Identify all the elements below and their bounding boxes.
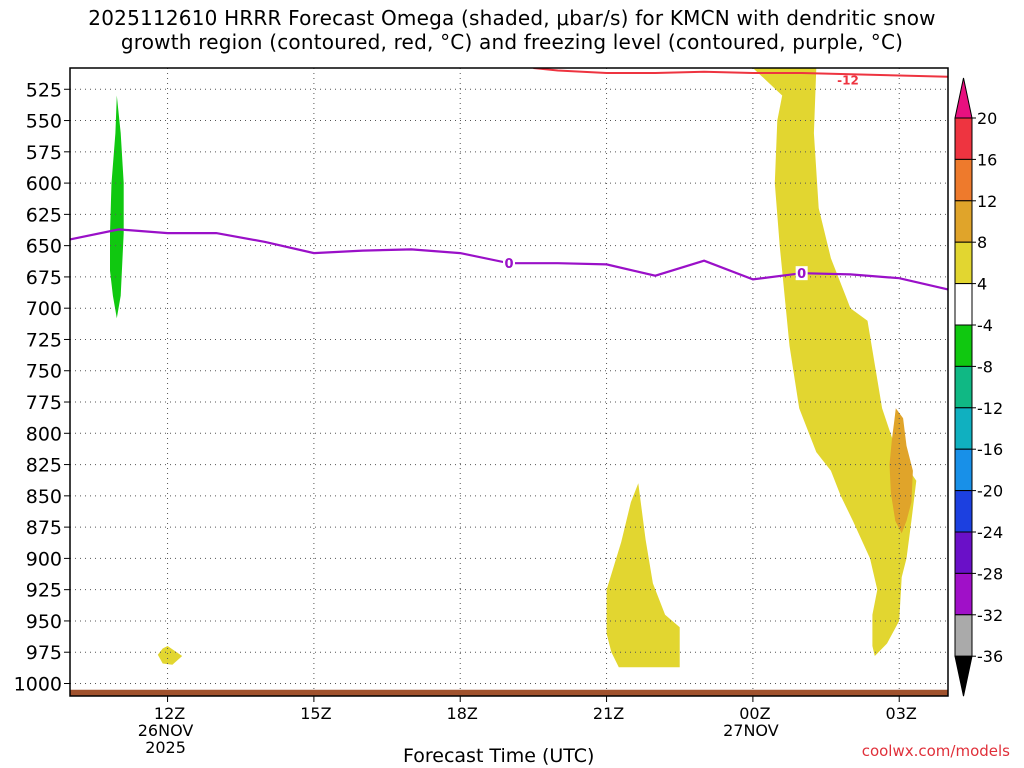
y-tick-label: 700 — [26, 298, 62, 320]
colorbar-label: 20 — [977, 109, 997, 128]
colorbar-segment — [954, 365, 973, 409]
colorbar-label: 4 — [977, 275, 987, 294]
y-tick-label: 950 — [26, 611, 62, 633]
title-line-2: growth region (contoured, red, °C) and f… — [120, 30, 904, 54]
y-tick-label: 725 — [26, 329, 62, 351]
title-line-1: 2025112610 HRRR Forecast Omega (shaded, … — [88, 6, 936, 30]
y-tick-label: 800 — [26, 423, 62, 445]
freezing-label-bg — [503, 256, 515, 271]
y-tick-label: 675 — [26, 267, 62, 289]
x-tick-label: 03Z — [886, 704, 917, 723]
y-tick-label: 550 — [26, 111, 62, 133]
plot-frame — [69, 67, 949, 697]
y-tick-label: 925 — [26, 580, 62, 602]
colorbar-label: -8 — [977, 357, 993, 376]
omega-region-rising-main — [752, 68, 917, 656]
omega-region-rising-core — [889, 408, 913, 534]
y-tick-label: 750 — [26, 361, 62, 383]
colorbar-segment — [954, 490, 973, 533]
colorbar-label: -16 — [977, 440, 1003, 459]
colorbar-segment — [954, 531, 973, 574]
freezing-level-label: 0 — [504, 257, 513, 272]
colorbar-segment — [954, 200, 973, 243]
x-axis-title: Forecast Time (UTC) — [403, 745, 595, 767]
y-tick-label: 775 — [26, 392, 62, 414]
x-tick-label: 00Z — [739, 704, 770, 723]
y-tick-label: 525 — [26, 79, 62, 101]
y-tick-label: 900 — [26, 548, 62, 570]
y-tick-label: 650 — [26, 236, 62, 258]
y-tick-label: 975 — [26, 642, 62, 664]
colorbar-segment — [954, 241, 973, 285]
y-tick-label: 600 — [26, 173, 62, 195]
colorbar-bottom-triangle — [954, 655, 973, 697]
colorbar-segment — [954, 614, 973, 657]
colorbar-segment — [954, 572, 973, 616]
x-tick-label: 21Z — [593, 704, 624, 723]
chart-title: 2025112610 HRRR Forecast Omega (shaded, … — [0, 6, 1024, 54]
freezing-level-label: 0 — [797, 267, 806, 282]
x-tick-sublabel: 2025 — [145, 738, 186, 757]
x-tick-label: 12Z — [154, 704, 185, 723]
colorbar-label: -32 — [977, 606, 1003, 625]
colorbar-segment — [954, 117, 973, 160]
y-tick-label: 850 — [26, 486, 62, 508]
credit-text: coolwx.com/models — [861, 742, 1010, 760]
y-tick-label: 875 — [26, 517, 62, 539]
colorbar-label: 8 — [977, 233, 987, 252]
x-tick-label: 18Z — [447, 704, 478, 723]
freezing-label-bg — [795, 266, 808, 281]
colorbar-top-triangle — [954, 77, 973, 119]
colorbar-segment — [954, 448, 973, 492]
dgz-contour-label: -12 — [837, 73, 859, 87]
y-tick-label: 825 — [26, 455, 62, 477]
x-tick-sublabel: 27NOV — [723, 721, 779, 740]
colorbar-segment — [954, 283, 973, 326]
colorbar-segment — [954, 324, 973, 367]
colorbar-segment — [954, 158, 973, 202]
colorbar-label: -28 — [977, 564, 1003, 583]
colorbar-label: -20 — [977, 482, 1003, 501]
colorbar-label: -4 — [977, 316, 993, 335]
y-tick-label: 625 — [26, 204, 62, 226]
colorbar-label: -12 — [977, 399, 1003, 418]
colorbar-label: 16 — [977, 150, 997, 169]
omega-region-sinking-green — [110, 95, 124, 319]
x-tick-label: 15Z — [300, 704, 331, 723]
y-tick-label: 575 — [26, 142, 62, 164]
colorbar-label: -24 — [977, 523, 1003, 542]
colorbar-label: -36 — [977, 647, 1003, 666]
y-tick-label: 1000 — [14, 673, 62, 695]
terrain-fill — [70, 689, 948, 696]
colorbar-segment — [954, 407, 973, 450]
x-tick-sublabel: 26NOV — [138, 721, 194, 740]
omega-region-rising-small — [157, 646, 183, 665]
colorbar-label: 12 — [977, 192, 997, 211]
omega-region-rising-2230z — [606, 483, 680, 668]
dgz-contour-line — [533, 68, 948, 78]
